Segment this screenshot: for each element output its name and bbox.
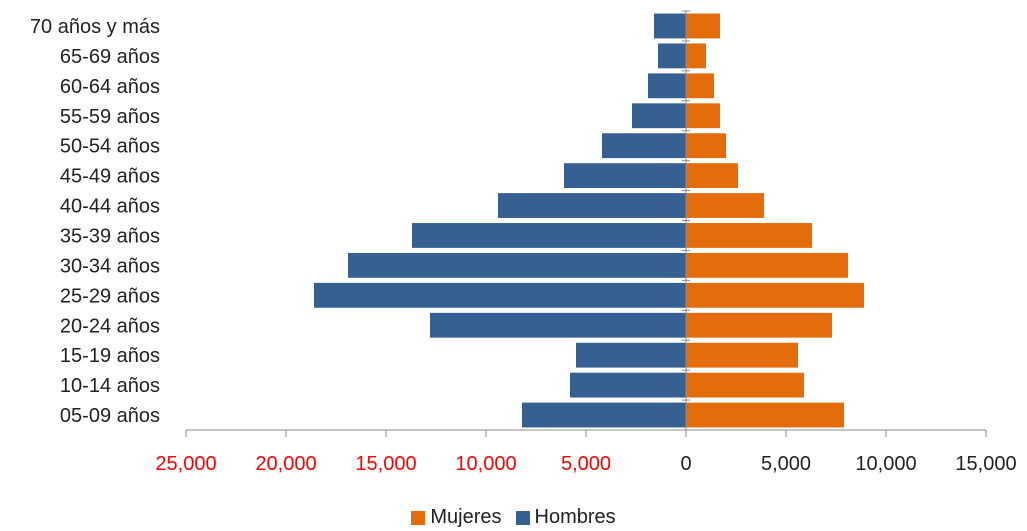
bar-hombres [412,223,686,248]
bar-mujeres [686,252,848,278]
bar-mujeres [686,223,812,248]
bar-hombres [632,103,686,129]
bar-mujeres [686,312,832,338]
category-label: 70 años y más [30,16,160,38]
legend-swatch-mujeres [411,510,426,525]
bar-hombres [430,312,686,338]
bar-hombres [564,163,686,189]
bar-hombres [348,252,686,278]
category-label: 20-24 años [60,315,160,337]
legend-label-mujeres: Mujeres [430,506,502,528]
bar-hombres [654,13,686,39]
category-label: 25-29 años [60,285,160,307]
bar-mujeres [686,372,804,398]
category-label: 50-54 años [60,136,160,158]
legend-item-mujeres: Mujeres [411,506,502,529]
x-tick-label: 15,000 [355,453,416,475]
x-tick-label: 10,000 [455,453,516,475]
x-tick-label: 10,000 [855,453,916,475]
bar-hombres [314,282,686,308]
bar-hombres [570,372,686,398]
category-label: 60-64 años [60,76,160,98]
bar-hombres [602,133,686,159]
category-label: 40-44 años [60,196,160,218]
population-pyramid-chart: 25,000 20,000 15,000 10,000 5,000 0 5,000 10,00… [30,10,1017,475]
bar-mujeres [686,193,764,218]
x-tick-label: 0 [680,453,691,475]
bar-mujeres [686,342,798,368]
bar-mujeres [686,73,714,99]
legend-item-hombres: Hombres [515,506,616,529]
category-labels: 70 años y más 65-69 años 60-64 años 55-59 a… [30,16,160,427]
legend: Mujeres Hombres [0,506,1027,529]
category-label: 45-49 años [60,166,160,188]
category-label: 55-59 años [60,106,160,128]
bar-mujeres [686,163,738,189]
x-tick-label: 25,000 [155,453,216,475]
category-label: 15-19 años [60,345,160,367]
bar-hombres [648,73,686,99]
bar-mujeres [686,402,844,428]
bar-hombres [658,43,686,69]
x-tick-label: 5,000 [561,453,611,475]
bar-mujeres [686,43,706,69]
legend-swatch-hombres [515,510,530,525]
category-label: 30-34 años [60,255,160,277]
x-tick-label: 15,000 [955,453,1016,475]
category-label: 10-14 años [60,375,160,397]
bar-hombres [576,342,686,368]
x-tick-label: 20,000 [255,453,316,475]
bar-hombres [498,193,686,218]
bar-hombres [522,402,686,428]
axes-group: 25,000 20,000 15,000 10,000 5,000 0 5,000 10,00… [155,10,1017,475]
bar-mujeres [686,103,720,129]
x-tick-label: 5,000 [761,453,811,475]
legend-label-hombres: Hombres [534,506,616,528]
bar-mujeres [686,13,720,39]
bar-mujeres [686,282,864,308]
category-label: 35-39 años [60,225,160,247]
category-label: 05-09 años [60,405,160,427]
bars-group [314,13,864,428]
category-label: 65-69 años [60,46,160,68]
bar-mujeres [686,133,726,159]
